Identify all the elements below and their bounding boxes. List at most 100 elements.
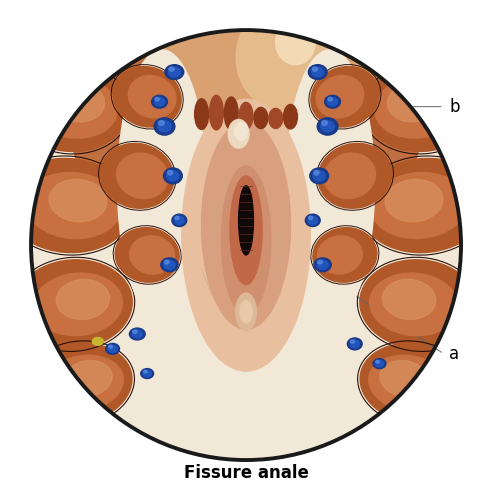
Ellipse shape	[14, 260, 132, 349]
Ellipse shape	[167, 170, 172, 175]
Ellipse shape	[56, 280, 109, 320]
Ellipse shape	[115, 228, 179, 282]
Ellipse shape	[132, 330, 143, 338]
Ellipse shape	[169, 67, 174, 71]
Ellipse shape	[167, 170, 179, 181]
Ellipse shape	[106, 344, 119, 354]
Ellipse shape	[239, 186, 253, 255]
Ellipse shape	[375, 75, 463, 138]
Ellipse shape	[174, 216, 184, 224]
Ellipse shape	[284, 104, 297, 129]
Ellipse shape	[165, 260, 169, 264]
Ellipse shape	[388, 82, 441, 122]
Ellipse shape	[325, 96, 340, 108]
Text: b: b	[450, 98, 460, 116]
Ellipse shape	[34, 273, 122, 336]
Ellipse shape	[350, 340, 359, 348]
Ellipse shape	[51, 82, 104, 122]
Circle shape	[31, 30, 461, 460]
Ellipse shape	[143, 370, 152, 377]
Ellipse shape	[360, 260, 478, 349]
Ellipse shape	[360, 158, 488, 252]
Ellipse shape	[316, 76, 364, 118]
Ellipse shape	[240, 300, 252, 323]
Ellipse shape	[317, 118, 338, 135]
Ellipse shape	[308, 64, 327, 80]
Ellipse shape	[313, 170, 325, 181]
Ellipse shape	[172, 214, 187, 226]
Ellipse shape	[373, 358, 386, 368]
Ellipse shape	[164, 168, 182, 184]
Ellipse shape	[159, 120, 165, 126]
Ellipse shape	[165, 64, 184, 80]
Ellipse shape	[155, 0, 377, 210]
Ellipse shape	[235, 122, 248, 140]
Ellipse shape	[4, 158, 132, 252]
Ellipse shape	[24, 344, 132, 423]
Ellipse shape	[269, 108, 283, 128]
Ellipse shape	[9, 62, 127, 152]
Ellipse shape	[141, 368, 154, 378]
Ellipse shape	[328, 98, 332, 101]
Ellipse shape	[128, 76, 176, 118]
Ellipse shape	[43, 356, 123, 412]
Ellipse shape	[314, 258, 331, 272]
Ellipse shape	[195, 99, 208, 130]
Ellipse shape	[221, 166, 271, 314]
Ellipse shape	[324, 153, 376, 198]
Ellipse shape	[317, 260, 328, 270]
Ellipse shape	[313, 228, 377, 282]
Ellipse shape	[380, 360, 428, 396]
Ellipse shape	[318, 260, 323, 264]
Ellipse shape	[236, 3, 335, 112]
Ellipse shape	[236, 293, 256, 331]
Ellipse shape	[155, 98, 160, 101]
Ellipse shape	[314, 170, 319, 175]
Ellipse shape	[116, 153, 168, 198]
Text: Fissure anale: Fissure anale	[183, 464, 309, 482]
Ellipse shape	[113, 66, 181, 127]
Text: a: a	[449, 345, 459, 363]
Ellipse shape	[209, 96, 223, 130]
Ellipse shape	[117, 50, 206, 322]
Ellipse shape	[161, 258, 178, 272]
Ellipse shape	[144, 370, 147, 373]
Ellipse shape	[202, 122, 291, 329]
Ellipse shape	[311, 66, 379, 127]
Ellipse shape	[64, 360, 112, 396]
Ellipse shape	[318, 144, 392, 208]
Ellipse shape	[385, 180, 443, 222]
Ellipse shape	[322, 120, 328, 126]
Ellipse shape	[383, 280, 436, 320]
Ellipse shape	[308, 216, 318, 224]
Ellipse shape	[309, 216, 313, 220]
Ellipse shape	[224, 97, 238, 130]
Ellipse shape	[239, 102, 253, 129]
Ellipse shape	[230, 176, 262, 284]
Ellipse shape	[129, 328, 145, 340]
Ellipse shape	[369, 356, 450, 412]
Ellipse shape	[100, 144, 174, 208]
Ellipse shape	[310, 168, 329, 184]
Ellipse shape	[133, 330, 137, 334]
Ellipse shape	[155, 98, 165, 106]
Ellipse shape	[371, 172, 467, 238]
Ellipse shape	[350, 340, 355, 343]
Ellipse shape	[29, 75, 117, 138]
Ellipse shape	[154, 118, 175, 135]
Ellipse shape	[376, 360, 379, 363]
Ellipse shape	[365, 62, 483, 152]
Ellipse shape	[286, 50, 375, 322]
Ellipse shape	[49, 180, 107, 222]
Ellipse shape	[312, 67, 318, 71]
Ellipse shape	[168, 68, 180, 77]
Ellipse shape	[347, 338, 362, 350]
Ellipse shape	[321, 121, 334, 132]
Ellipse shape	[92, 338, 103, 345]
Ellipse shape	[375, 360, 384, 367]
Ellipse shape	[164, 260, 175, 270]
Ellipse shape	[318, 236, 362, 274]
Ellipse shape	[370, 273, 458, 336]
Ellipse shape	[305, 214, 320, 226]
Ellipse shape	[175, 216, 179, 220]
